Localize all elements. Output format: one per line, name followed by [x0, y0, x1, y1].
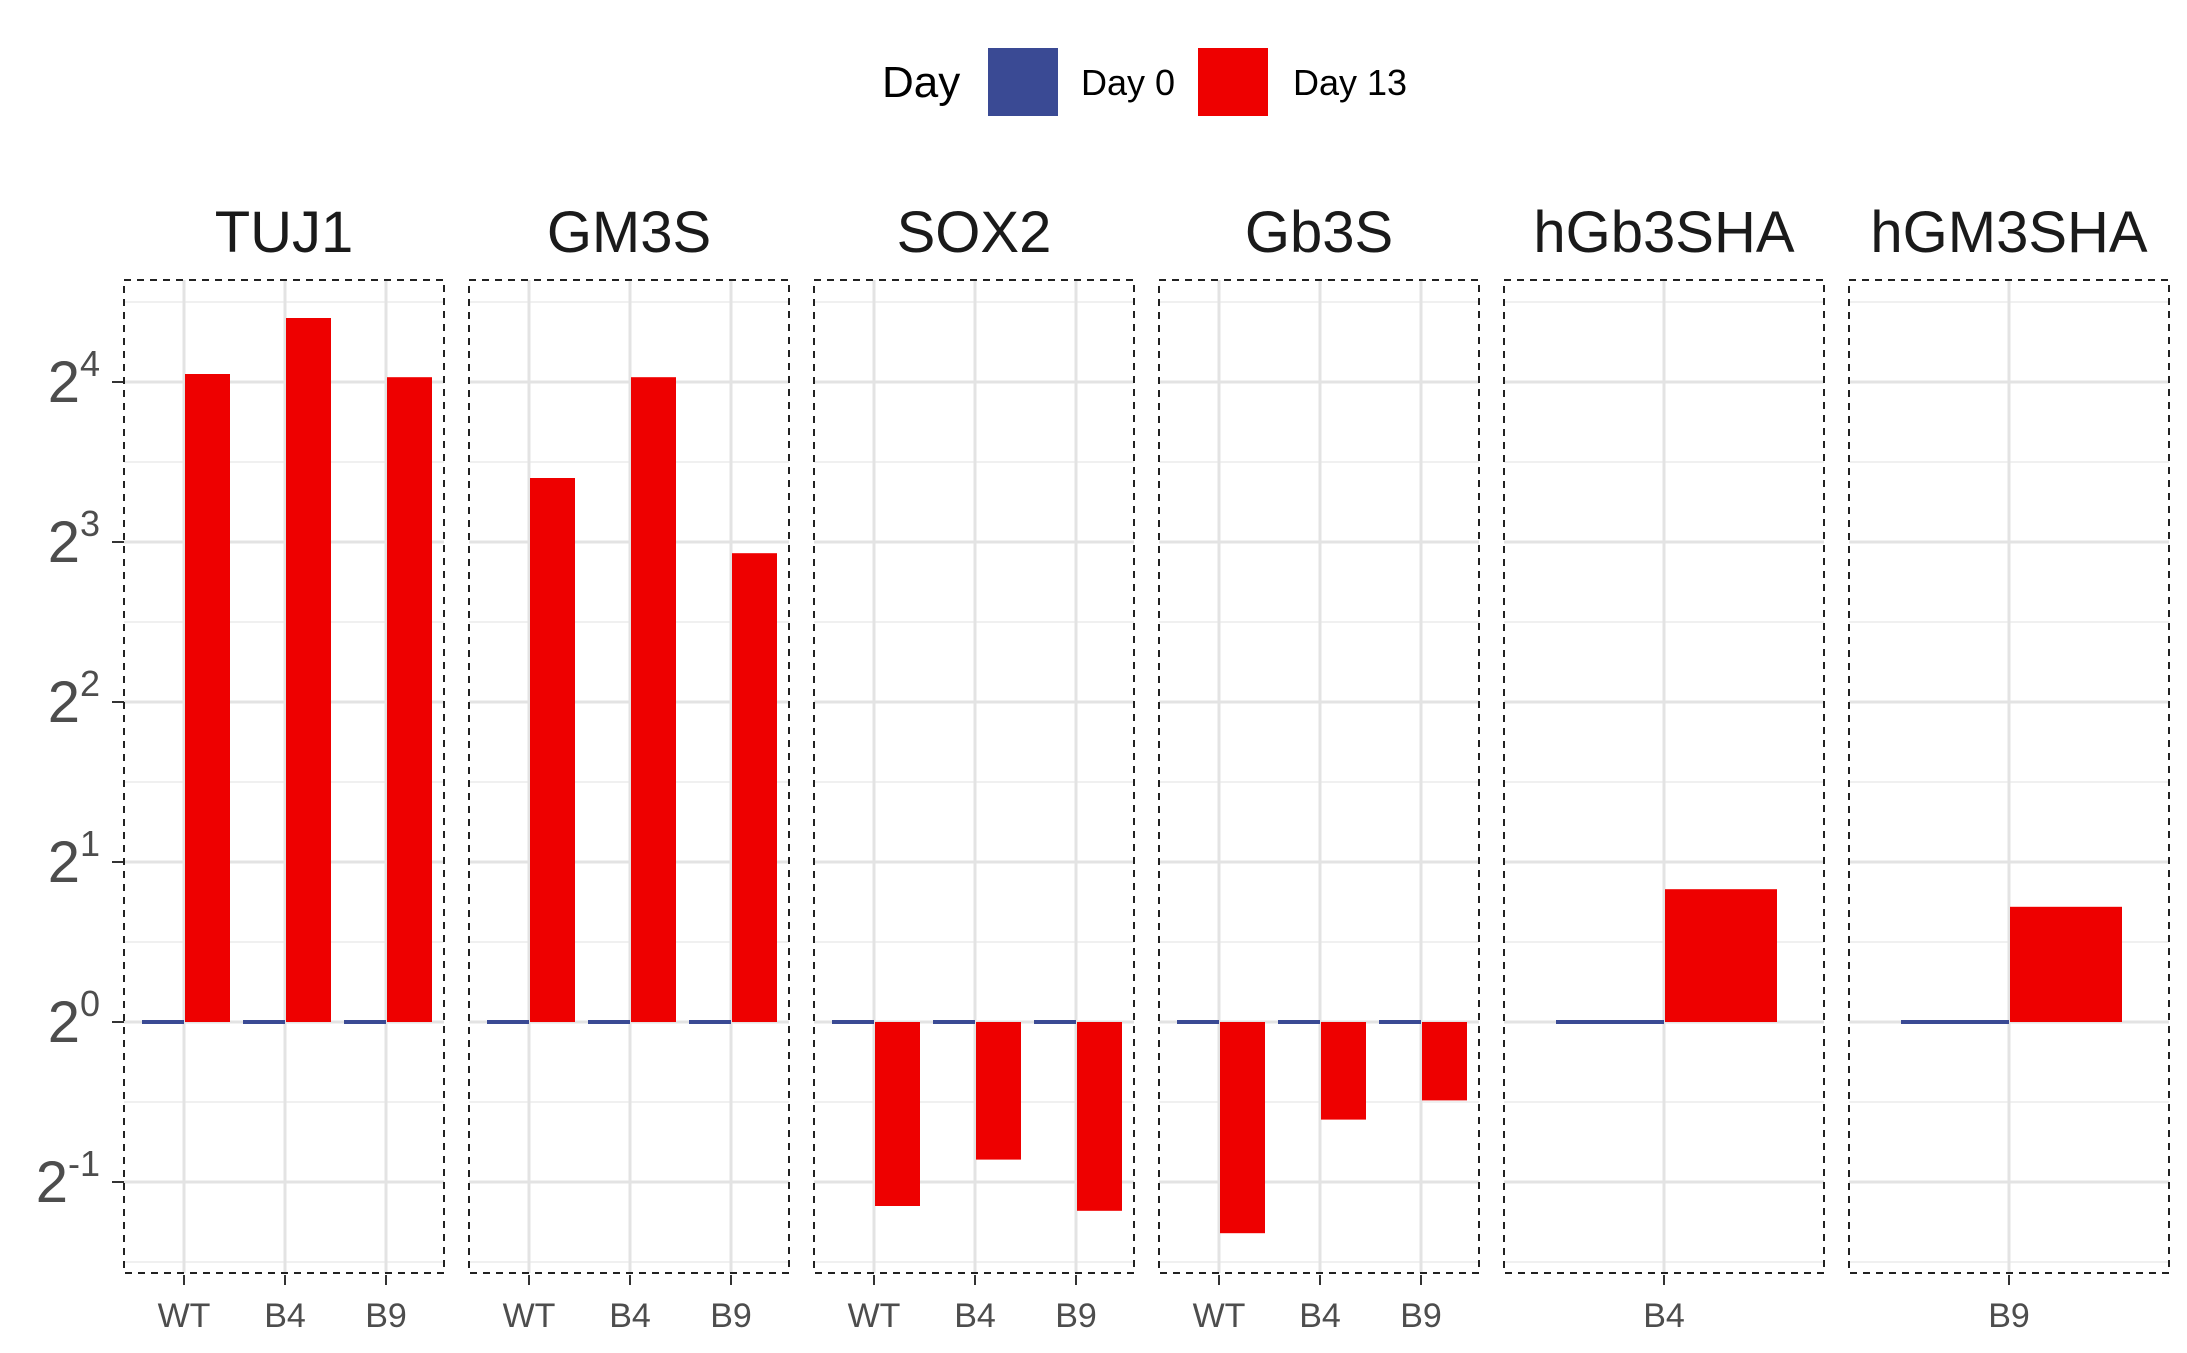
panel-border — [1158, 279, 1480, 1274]
y-tick-label: 2-1 — [36, 1143, 100, 1215]
bar-day0 — [1556, 1020, 1664, 1024]
x-tick-label: B4 — [1643, 1297, 1685, 1335]
legend: Day Day 0 Day 13 — [882, 48, 1407, 116]
bar-day0 — [588, 1020, 630, 1024]
bar-day13 — [732, 553, 777, 1022]
x-tick-label: B4 — [264, 1297, 306, 1335]
facet-title: SOX2 — [897, 200, 1052, 265]
x-tick-label: WT — [848, 1297, 901, 1335]
panel-border — [123, 279, 445, 1274]
panel-border — [1503, 279, 1825, 1274]
y-axis: 2-1 20 21 22 23 24 — [36, 343, 124, 1215]
panel-border — [1848, 279, 2170, 1274]
bar-day0 — [1901, 1020, 2009, 1024]
x-tick-label: B9 — [1400, 1297, 1442, 1335]
x-tick-label: WT — [503, 1297, 556, 1335]
facet-panel-hgb3sha: hGb3SHA B4 — [1503, 200, 1825, 1335]
x-tick-label: B4 — [1299, 1297, 1341, 1335]
bar-day0 — [832, 1020, 874, 1024]
y-tick-label: 22 — [48, 663, 100, 735]
legend-swatch-day13 — [1198, 48, 1268, 116]
bar-day0 — [1034, 1020, 1076, 1024]
panel-border — [813, 279, 1135, 1274]
bar-day0 — [344, 1020, 386, 1024]
facet-title: GM3S — [547, 200, 711, 265]
bar-day13 — [875, 1022, 920, 1206]
legend-title: Day — [882, 58, 960, 107]
facet-panel-tuj1: TUJ1 WT B4 B9 — [123, 200, 445, 1335]
bar-day0 — [1278, 1020, 1320, 1024]
y-tick-label: 24 — [48, 343, 100, 415]
bar-day13 — [1422, 1022, 1467, 1101]
facet-panel-gm3s: GM3S WT B4 B9 — [468, 200, 790, 1335]
y-tick-label: 21 — [48, 823, 100, 895]
bar-day0 — [1177, 1020, 1219, 1024]
facet-panels: TUJ1 WT B4 B9 GM3S WT B4 B9 SOX2 WT B4 B9 Gb3S WT B4 B9… — [123, 200, 2170, 1335]
bar-day13 — [185, 374, 230, 1022]
bar-day13 — [2010, 906, 2122, 1022]
bar-day13 — [1321, 1022, 1366, 1120]
bar-day13 — [1665, 889, 1777, 1022]
facet-panel-gb3s: Gb3S WT B4 B9 — [1158, 200, 1480, 1335]
legend-label-day0: Day 0 — [1081, 62, 1175, 103]
facet-title: hGM3SHA — [1870, 200, 2148, 265]
bar-day0 — [933, 1020, 975, 1024]
bar-day13 — [1077, 1022, 1122, 1211]
x-tick-label: B9 — [710, 1297, 752, 1335]
x-tick-label: B9 — [1988, 1297, 2030, 1335]
x-tick-label: WT — [1193, 1297, 1246, 1335]
bar-day0 — [487, 1020, 529, 1024]
legend-label-day13: Day 13 — [1293, 62, 1407, 103]
x-tick-label: B9 — [365, 1297, 407, 1335]
bar-day13 — [286, 318, 331, 1022]
y-tick-label: 23 — [48, 503, 100, 575]
x-tick-label: B4 — [954, 1297, 996, 1335]
facet-title: Gb3S — [1245, 200, 1393, 265]
x-tick-label: WT — [158, 1297, 211, 1335]
x-tick-label: B4 — [609, 1297, 651, 1335]
bar-day13 — [631, 377, 676, 1022]
bar-day13 — [530, 478, 575, 1022]
bar-day0 — [142, 1020, 184, 1024]
bar-day13 — [1220, 1022, 1265, 1234]
y-tick-label: 20 — [48, 983, 100, 1055]
bar-day0 — [689, 1020, 731, 1024]
bar-day13 — [976, 1022, 1021, 1160]
legend-swatch-day0 — [988, 48, 1058, 116]
facet-title: TUJ1 — [215, 200, 354, 265]
facet-panel-hgm3sha: hGM3SHA B9 — [1848, 200, 2170, 1335]
bar-day0 — [243, 1020, 285, 1024]
panel-border — [468, 279, 790, 1274]
x-tick-label: B9 — [1055, 1297, 1097, 1335]
facet-panel-sox2: SOX2 WT B4 B9 — [813, 200, 1135, 1335]
bar-day0 — [1379, 1020, 1421, 1024]
bar-day13 — [387, 377, 432, 1022]
facet-title: hGb3SHA — [1533, 200, 1794, 265]
